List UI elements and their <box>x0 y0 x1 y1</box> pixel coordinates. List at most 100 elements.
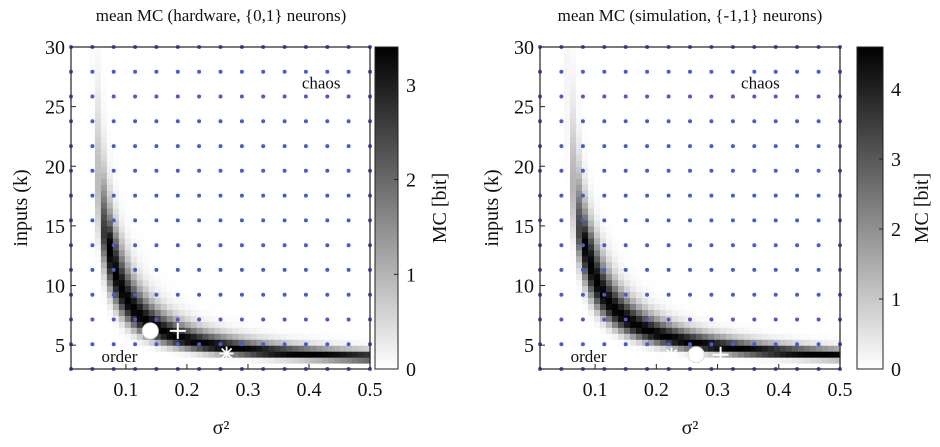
heatmap-cell <box>292 47 299 54</box>
heatmap-cell <box>310 113 317 120</box>
heatmap-cell <box>594 172 601 179</box>
heatmap-cell <box>328 101 335 108</box>
heatmap-cell <box>244 83 251 90</box>
heatmap-cell <box>203 148 210 155</box>
heatmap-cell <box>328 232 335 239</box>
heatmap-cell <box>71 238 78 245</box>
heatmap-cell <box>708 327 715 334</box>
heatmap-cell <box>678 178 685 185</box>
heatmap-cell <box>750 333 757 340</box>
heatmap-cell <box>618 71 625 78</box>
grid-point <box>261 293 265 297</box>
heatmap-cell <box>95 345 102 352</box>
heatmap-cell <box>95 315 102 322</box>
grid-point <box>154 318 158 322</box>
heatmap-cell <box>570 65 577 72</box>
heatmap-cell <box>618 256 625 263</box>
heatmap-cell <box>250 130 257 137</box>
heatmap-cell <box>95 333 102 340</box>
grid-point <box>261 70 265 74</box>
heatmap-cell <box>244 59 251 66</box>
heatmap-cell <box>636 142 643 149</box>
heatmap-cell <box>292 125 299 132</box>
heatmap-cell <box>215 202 222 209</box>
heatmap-cell <box>143 226 150 233</box>
heatmap-cell <box>185 333 192 340</box>
heatmap-cell <box>618 77 625 84</box>
grid-point <box>154 95 158 99</box>
heatmap-cell <box>209 172 216 179</box>
heatmap-cell <box>191 59 198 66</box>
heatmap-cell <box>185 101 192 108</box>
heatmap-cell <box>232 339 239 346</box>
heatmap-cell <box>606 214 613 221</box>
heatmap-cell <box>708 274 715 281</box>
heatmap-cell <box>750 274 757 281</box>
heatmap-cell <box>546 327 553 334</box>
heatmap-cell <box>119 256 126 263</box>
heatmap-cell <box>244 113 251 120</box>
heatmap-cell <box>322 208 329 215</box>
heatmap-cell <box>226 148 233 155</box>
heatmap-cell <box>546 274 553 281</box>
heatmap-cell <box>215 53 222 60</box>
heatmap-cell <box>107 101 114 108</box>
heatmap-cell <box>310 286 317 293</box>
heatmap-cell <box>720 196 727 203</box>
heatmap-cell <box>71 321 78 328</box>
heatmap-cell <box>546 256 553 263</box>
heatmap-cell <box>292 59 299 66</box>
heatmap-cell <box>630 214 637 221</box>
heatmap-cell <box>630 59 637 66</box>
heatmap-cell <box>648 166 655 173</box>
heatmap-cell <box>298 244 305 251</box>
heatmap-cell <box>546 357 553 364</box>
heatmap-cell <box>762 196 769 203</box>
heatmap-cell <box>606 95 613 102</box>
heatmap-cell <box>155 77 162 84</box>
heatmap-cell <box>149 351 156 358</box>
heatmap-cell <box>576 256 583 263</box>
heatmap-cell <box>660 262 667 269</box>
heatmap-cell <box>352 172 359 179</box>
heatmap-cell <box>191 190 198 197</box>
heatmap-cell <box>636 262 643 269</box>
heatmap-cell <box>594 232 601 239</box>
heatmap-cell <box>203 297 210 304</box>
heatmap-cell <box>131 83 138 90</box>
heatmap-cell <box>672 107 679 114</box>
heatmap-cell <box>274 47 281 54</box>
heatmap-cell <box>298 101 305 108</box>
heatmap-cell <box>215 172 222 179</box>
heatmap-cell <box>600 172 607 179</box>
heatmap-cell <box>678 256 685 263</box>
heatmap-cell <box>696 83 703 90</box>
heatmap-cell <box>346 321 353 328</box>
heatmap-cell <box>179 238 186 245</box>
heatmap-cell <box>702 238 709 245</box>
heatmap-cell <box>203 333 210 340</box>
heatmap-cell <box>286 280 293 287</box>
heatmap-cell <box>316 101 323 108</box>
heatmap-cell <box>316 208 323 215</box>
heatmap-cell <box>304 101 311 108</box>
heatmap-cell <box>594 160 601 167</box>
heatmap-cell <box>113 77 120 84</box>
heatmap-cell <box>618 160 625 167</box>
heatmap-cell <box>558 262 565 269</box>
heatmap-cell <box>558 148 565 155</box>
heatmap-cell <box>636 202 643 209</box>
heatmap-cell <box>179 47 186 54</box>
heatmap-cell <box>672 184 679 191</box>
heatmap-cell <box>612 333 619 340</box>
heatmap-cell <box>143 130 150 137</box>
heatmap-cell <box>702 47 709 54</box>
heatmap-cell <box>232 83 239 90</box>
heatmap-cell <box>352 190 359 197</box>
heatmap-cell <box>762 166 769 173</box>
heatmap-cell <box>546 202 553 209</box>
heatmap-cell <box>226 208 233 215</box>
heatmap-cell <box>756 208 763 215</box>
heatmap-cell <box>125 303 132 310</box>
heatmap-cell <box>612 208 619 215</box>
